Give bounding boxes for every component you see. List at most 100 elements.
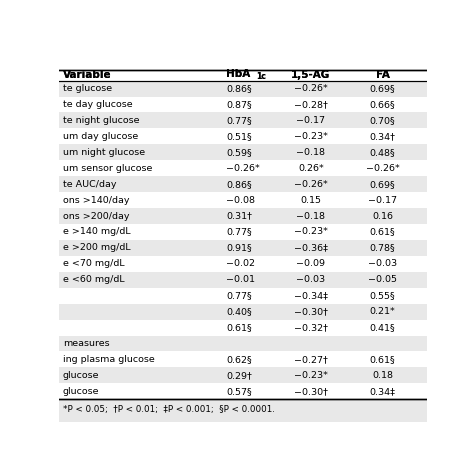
Text: te glucose: te glucose	[63, 84, 112, 93]
Bar	[59, 81, 427, 97]
Bar	[59, 144, 427, 160]
Text: −0.26*: −0.26*	[294, 84, 328, 93]
Text: −0.17: −0.17	[368, 196, 397, 205]
Text: 1c: 1c	[256, 72, 266, 81]
Text: FA: FA	[375, 70, 390, 80]
Text: 0.59§: 0.59§	[227, 148, 252, 157]
Text: 0.87§: 0.87§	[227, 100, 252, 109]
Text: 0.70§: 0.70§	[370, 116, 395, 125]
Bar	[59, 70, 427, 81]
Bar	[59, 176, 427, 192]
Bar	[59, 112, 427, 128]
Text: te day glucose: te day glucose	[63, 100, 133, 109]
Text: 0.40§: 0.40§	[227, 307, 252, 316]
Text: e <70 mg/dL: e <70 mg/dL	[63, 259, 125, 268]
Text: −0.30†: −0.30†	[294, 307, 328, 316]
Text: −0.36‡: −0.36‡	[294, 243, 328, 252]
Text: 0.31†: 0.31†	[227, 211, 252, 220]
Text: 0.18: 0.18	[372, 371, 393, 380]
Text: 0.34‡: 0.34‡	[370, 387, 395, 396]
Text: e >140 mg/dL: e >140 mg/dL	[63, 228, 130, 237]
Text: −0.18: −0.18	[296, 148, 325, 157]
Text: 0.29†: 0.29†	[227, 371, 252, 380]
Text: 0.91§: 0.91§	[227, 243, 252, 252]
Text: 0.77§: 0.77§	[227, 116, 252, 125]
Text: 0.55§: 0.55§	[370, 291, 395, 300]
Text: 0.51§: 0.51§	[227, 132, 252, 141]
Bar	[59, 367, 427, 383]
Bar	[59, 192, 427, 208]
Text: −0.26*: −0.26*	[365, 164, 400, 173]
Text: 0.48§: 0.48§	[370, 148, 395, 157]
Bar	[59, 383, 427, 399]
Text: 0.66§: 0.66§	[370, 100, 395, 109]
Text: 0.61§: 0.61§	[227, 323, 252, 332]
Text: −0.26*: −0.26*	[227, 164, 260, 173]
Text: 0.62§: 0.62§	[227, 355, 252, 364]
Text: *P < 0.05;  †P < 0.01;  ‡P < 0.001;  §P < 0.0001.: *P < 0.05; †P < 0.01; ‡P < 0.001; §P < 0…	[63, 405, 275, 414]
Text: −0.05: −0.05	[368, 275, 397, 284]
Bar	[59, 304, 427, 319]
Text: Variable: Variable	[63, 70, 111, 80]
Bar	[59, 97, 427, 112]
Text: −0.23*: −0.23*	[294, 228, 328, 237]
Text: 0.61§: 0.61§	[370, 228, 395, 237]
Text: −0.17: −0.17	[296, 116, 325, 125]
Text: −0.01: −0.01	[227, 275, 255, 284]
Text: 1,5-AG: 1,5-AG	[291, 70, 330, 80]
Text: −0.09: −0.09	[296, 259, 325, 268]
Text: −0.23*: −0.23*	[294, 371, 328, 380]
Text: ons >200/day: ons >200/day	[63, 211, 129, 220]
Text: −0.27†: −0.27†	[294, 355, 328, 364]
Text: glucose: glucose	[63, 371, 100, 380]
Bar	[59, 336, 427, 351]
Text: 0.34†: 0.34†	[370, 132, 395, 141]
Text: 0.86§: 0.86§	[227, 180, 252, 189]
Text: 0.26*: 0.26*	[298, 164, 324, 173]
Bar	[59, 399, 427, 422]
Text: −0.26*: −0.26*	[294, 180, 328, 189]
Text: 1c: 1c	[256, 72, 266, 81]
Text: 1,5-AG: 1,5-AG	[291, 70, 330, 80]
Text: 0.41§: 0.41§	[370, 323, 395, 332]
Text: ons >140/day: ons >140/day	[63, 196, 129, 205]
Text: −0.34‡: −0.34‡	[294, 291, 328, 300]
Bar	[59, 128, 427, 144]
Text: e <60 mg/dL: e <60 mg/dL	[63, 275, 125, 284]
Text: −0.30†: −0.30†	[294, 387, 328, 396]
Bar	[59, 272, 427, 288]
Text: ing plasma glucose: ing plasma glucose	[63, 355, 155, 364]
Bar	[59, 288, 427, 304]
Text: um sensor glucose: um sensor glucose	[63, 164, 152, 173]
Text: glucose: glucose	[63, 387, 100, 396]
Text: um day glucose: um day glucose	[63, 132, 138, 141]
Text: −0.03: −0.03	[368, 259, 397, 268]
Text: −0.28†: −0.28†	[294, 100, 328, 109]
Text: −0.18: −0.18	[296, 211, 325, 220]
Text: 0.15: 0.15	[301, 196, 321, 205]
Text: HbA: HbA	[227, 69, 251, 79]
Text: 0.77§: 0.77§	[227, 291, 252, 300]
Text: 0.21*: 0.21*	[370, 307, 395, 316]
Text: −0.23*: −0.23*	[294, 132, 328, 141]
Text: e >200 mg/dL: e >200 mg/dL	[63, 243, 130, 252]
Text: −0.32†: −0.32†	[294, 323, 328, 332]
Bar	[59, 240, 427, 256]
Text: measures: measures	[63, 339, 109, 348]
Text: −0.08: −0.08	[227, 196, 255, 205]
Text: 0.86§: 0.86§	[227, 84, 252, 93]
Text: −0.02: −0.02	[227, 259, 255, 268]
Text: 0.69§: 0.69§	[370, 84, 395, 93]
Bar	[59, 256, 427, 272]
Text: te AUC/day: te AUC/day	[63, 180, 117, 189]
Bar	[59, 319, 427, 336]
Text: 0.16: 0.16	[372, 211, 393, 220]
Bar	[59, 160, 427, 176]
Text: HbA: HbA	[227, 69, 251, 79]
Text: um night glucose: um night glucose	[63, 148, 145, 157]
Text: −0.03: −0.03	[296, 275, 326, 284]
Text: 0.57§: 0.57§	[227, 387, 252, 396]
Bar	[59, 208, 427, 224]
Text: 0.77§: 0.77§	[227, 228, 252, 237]
Text: 0.69§: 0.69§	[370, 180, 395, 189]
